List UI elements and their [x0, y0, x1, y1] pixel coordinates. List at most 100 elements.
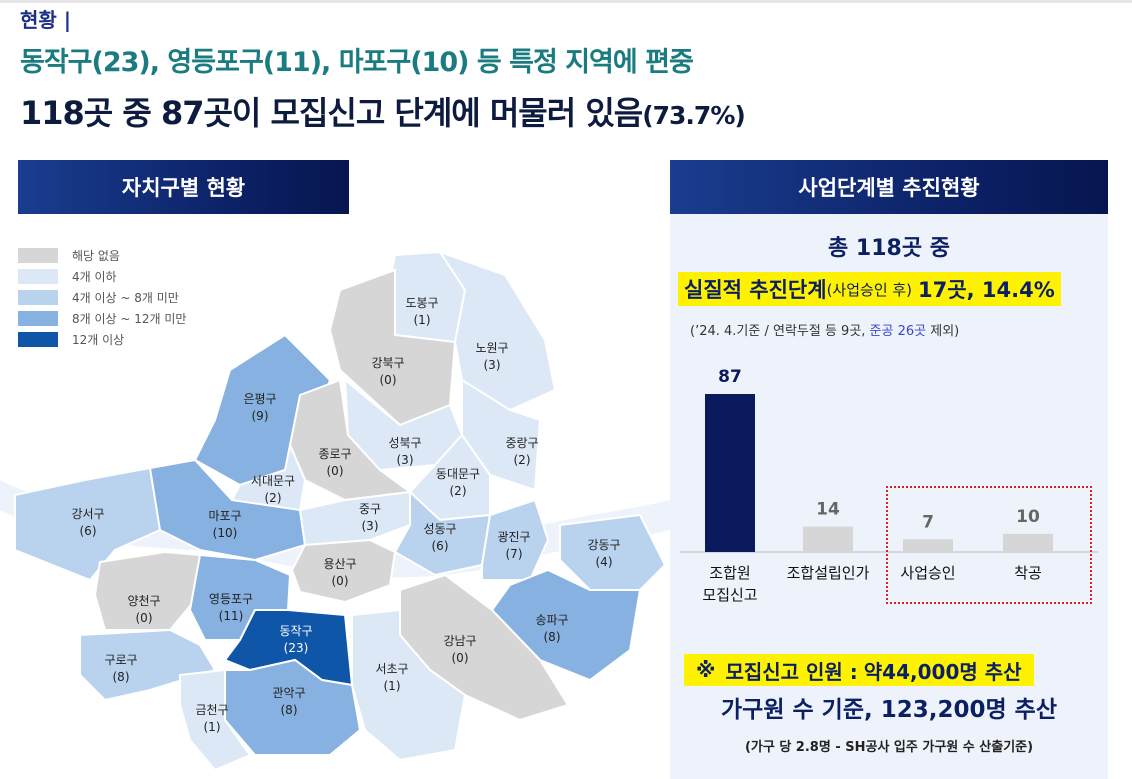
label-yongsan-count: (0)	[332, 574, 349, 588]
label-dongdaemun: 동대문구 (2)	[436, 467, 480, 498]
label-geumcheon-name: 금천구	[195, 702, 228, 717]
basis-note: (’24. 4.기준 / 연락두절 등 9곳, 준공 26곳 제외)	[690, 320, 959, 339]
label-gangseo: 강서구 (6)	[71, 507, 104, 538]
bar-2	[903, 539, 953, 552]
label-seongbuk-name: 성북구	[388, 436, 421, 450]
label-geumcheon-count: (1)	[204, 720, 221, 734]
label-jung: 중구 (3)	[359, 502, 381, 533]
headline-summary-main: 118곳 중 87곳이 모집신고 단계에 머물러 있음	[20, 94, 643, 132]
legend-item-over12: 12개 이상	[18, 329, 186, 350]
label-yongsan-name: 용산구	[323, 557, 356, 571]
label-seodaemun-name: 서대문구	[251, 474, 295, 488]
label-seodaemun-count: (2)	[265, 491, 282, 505]
legend-swatch	[18, 311, 58, 326]
label-seongbuk-count: (3)	[397, 453, 414, 467]
label-dobong: 도봉구 (1)	[405, 296, 438, 327]
basis-note-completed: 준공 26곳	[869, 324, 927, 339]
category-label-0-1: 모집신고	[702, 586, 757, 604]
label-gangnam: 강남구 (0)	[443, 634, 476, 665]
district-gangseo	[14, 466, 162, 582]
label-gangbuk-count: (0)	[380, 373, 397, 387]
category-label-1: 조합설립인가	[787, 564, 870, 582]
label-songpa: 송파구 (8)	[535, 613, 568, 644]
label-yangcheon-count: (0)	[136, 611, 153, 625]
label-dongjak: 동작구 (23)	[279, 624, 312, 655]
headline-districts: 동작구(23), 영등포구(11), 마포구(10) 등 특정 지역에 편중	[20, 47, 694, 78]
label-seocho: 서초구 (1)	[375, 662, 408, 693]
district-yongsan	[290, 538, 397, 604]
legend-label: 4개 이상 ~ 8개 미만	[72, 291, 179, 305]
stage-status-banner: 사업단계별 추진현황	[670, 160, 1108, 214]
highlight-dotted-box	[886, 486, 1092, 604]
bar-value-label-3: 10	[1016, 507, 1040, 527]
label-gangnam-name: 강남구	[443, 634, 476, 648]
label-gangnam-count: (0)	[452, 651, 469, 665]
family-estimate: 가구원 수 기준, 123,200명 추산	[721, 697, 1057, 723]
basis-note-pre: (’24. 4.기준 / 연락두절 등 9곳,	[690, 324, 870, 339]
district-yangcheon	[93, 550, 202, 631]
district-geumcheon	[179, 668, 252, 772]
label-seongdong-count: (6)	[432, 539, 449, 553]
legend-swatch	[18, 269, 58, 284]
legend-item-4to8: 4개 이상 ~ 8개 미만	[18, 287, 186, 308]
district-status-banner: 자치구별 현황	[18, 160, 349, 214]
bar-1	[803, 526, 853, 552]
district-jung	[298, 490, 411, 547]
recruit-label: 모집신고 인원 :	[725, 659, 858, 684]
map-legend: 해당 없음 4개 이하 4개 이상 ~ 8개 미만 8개 이상 ~ 12개 미만…	[18, 245, 186, 350]
label-jungnang-name: 중랑구	[505, 436, 538, 450]
legend-label: 8개 이상 ~ 12개 미만	[72, 312, 187, 326]
district-nowon	[437, 250, 557, 412]
bar-value-label-0: 87	[718, 367, 742, 387]
bar-0	[705, 394, 755, 552]
label-dongjak-name: 동작구	[279, 624, 312, 638]
bar-value-label-1: 14	[816, 500, 840, 520]
recruit-value: 약44,000명 추산	[863, 659, 1022, 684]
label-guro-name: 구로구	[104, 653, 137, 667]
label-jung-count: (3)	[362, 519, 379, 533]
label-mapo-name: 마포구	[208, 509, 241, 523]
label-eunpyeong-name: 은평구	[243, 392, 276, 406]
label-mapo: 마포구 (10)	[208, 509, 241, 540]
label-yongsan: 용산구 (0)	[323, 557, 356, 588]
label-gangdong: 강동구 (4)	[587, 538, 620, 569]
headline-summary: 118곳 중 87곳이 모집신고 단계에 머물러 있음(73.7%)	[20, 88, 746, 134]
label-dobong-name: 도봉구	[405, 296, 438, 310]
label-nowon-count: (3)	[484, 358, 501, 372]
legend-swatch	[18, 332, 58, 347]
recruit-estimate: ※ 모집신고 인원 : 약44,000명 추산	[684, 654, 1034, 686]
legend-label: 4개 이하	[72, 270, 117, 284]
label-geumcheon: 금천구 (1)	[195, 702, 228, 734]
label-gwanak: 관악구 (8)	[272, 686, 305, 717]
label-jongno-count: (0)	[327, 464, 344, 478]
note-symbol: ※	[696, 658, 716, 682]
label-seongdong: 성동구 (6)	[423, 522, 456, 553]
label-jung-name: 중구	[359, 502, 381, 516]
section-tag: 현황 |	[20, 8, 72, 32]
label-gwanak-name: 관악구	[272, 686, 305, 700]
label-gangseo-name: 강서구	[71, 507, 104, 521]
district-seongdong	[393, 489, 492, 577]
headline-summary-pct: (73.7%)	[642, 101, 746, 130]
label-gwanak-count: (8)	[281, 703, 298, 717]
label-seocho-count: (1)	[384, 679, 401, 693]
label-gwangjin-name: 광진구	[497, 530, 530, 544]
label-dongdaemun-name: 동대문구	[436, 467, 480, 481]
label-eunpyeong: 은평구 (9)	[243, 392, 276, 423]
label-gwangjin-count: (7)	[506, 547, 523, 561]
bar-3	[1003, 533, 1053, 552]
label-gangseo-count: (6)	[80, 524, 97, 538]
label-gangbuk: 강북구 (0)	[371, 356, 404, 387]
label-gangdong-name: 강동구	[587, 538, 620, 552]
stage-status-panel: 총 118곳 중 실질적 추진단계 (사업승인 후) 17곳, 14.4% (’24…	[670, 214, 1108, 779]
label-nowon-name: 노원구	[475, 341, 508, 355]
label-gangbuk-name: 강북구	[371, 356, 404, 370]
legend-item-8to12: 8개 이상 ~ 12개 미만	[18, 308, 186, 329]
category-label-2: 사업승인	[900, 564, 955, 582]
family-basis-note: (가구 당 2.8명 - SH공사 입주 가구원 수 산출기준)	[744, 740, 1034, 755]
legend-item-under4: 4개 이하	[18, 266, 186, 287]
actual-stage-highlight: 실질적 추진단계 (사업승인 후) 17곳, 14.4%	[678, 272, 1061, 306]
label-guro: 구로구 (8)	[104, 653, 137, 684]
actual-stage-label: 실질적 추진단계	[684, 278, 827, 302]
